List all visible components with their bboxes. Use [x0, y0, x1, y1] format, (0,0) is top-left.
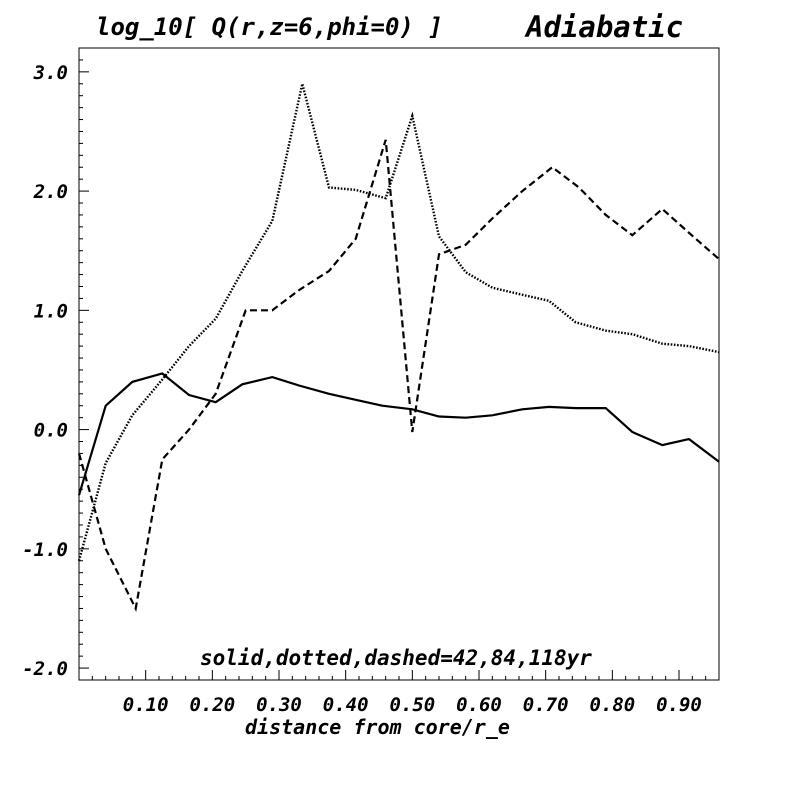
- series-line-dashed: [77, 139, 720, 612]
- y-axis: 3.0 2.0 1.0 0.0 -1.0 -2.0: [22, 47, 89, 681]
- x-tick-label: 0.20: [189, 694, 235, 716]
- x-tick-label: 0.30: [256, 694, 302, 716]
- chart-title: log_10[ Q(r,z=6,phi=0) ]: [96, 13, 443, 41]
- series-line-dotted: [77, 83, 720, 562]
- chart-subtitle: Adiabatic: [524, 10, 683, 44]
- x-axis-label: distance from core/r_e: [245, 715, 510, 739]
- x-tick-label: 0.10: [123, 694, 169, 716]
- plot-frame: [78, 47, 720, 681]
- x-tick-label: 0.60: [456, 694, 502, 716]
- y-tick-label: -1.0: [22, 539, 68, 561]
- x-tick-label: 0.50: [389, 694, 435, 716]
- series-line-solid: [77, 372, 720, 496]
- x-tick-label: 0.70: [523, 694, 569, 716]
- x-axis: 0.10 0.20 0.30 0.40 0.50 0.60 0.70 0.80 0.90: [78, 670, 720, 716]
- legend-annotation: solid,dotted,dashed=42,84,118yr: [200, 646, 592, 670]
- x-tick-label: 0.80: [589, 694, 635, 716]
- y-tick-label: -2.0: [22, 658, 68, 680]
- y-tick-label: 3.0: [33, 62, 68, 84]
- x-tick-label: 0.90: [656, 694, 702, 716]
- y-tick-label: 0.0: [34, 420, 68, 442]
- y-tick-label: 2.0: [33, 181, 68, 203]
- series-group: [77, 83, 720, 612]
- x-tick-label: 0.40: [323, 694, 369, 716]
- y-tick-label: 1.0: [34, 300, 68, 322]
